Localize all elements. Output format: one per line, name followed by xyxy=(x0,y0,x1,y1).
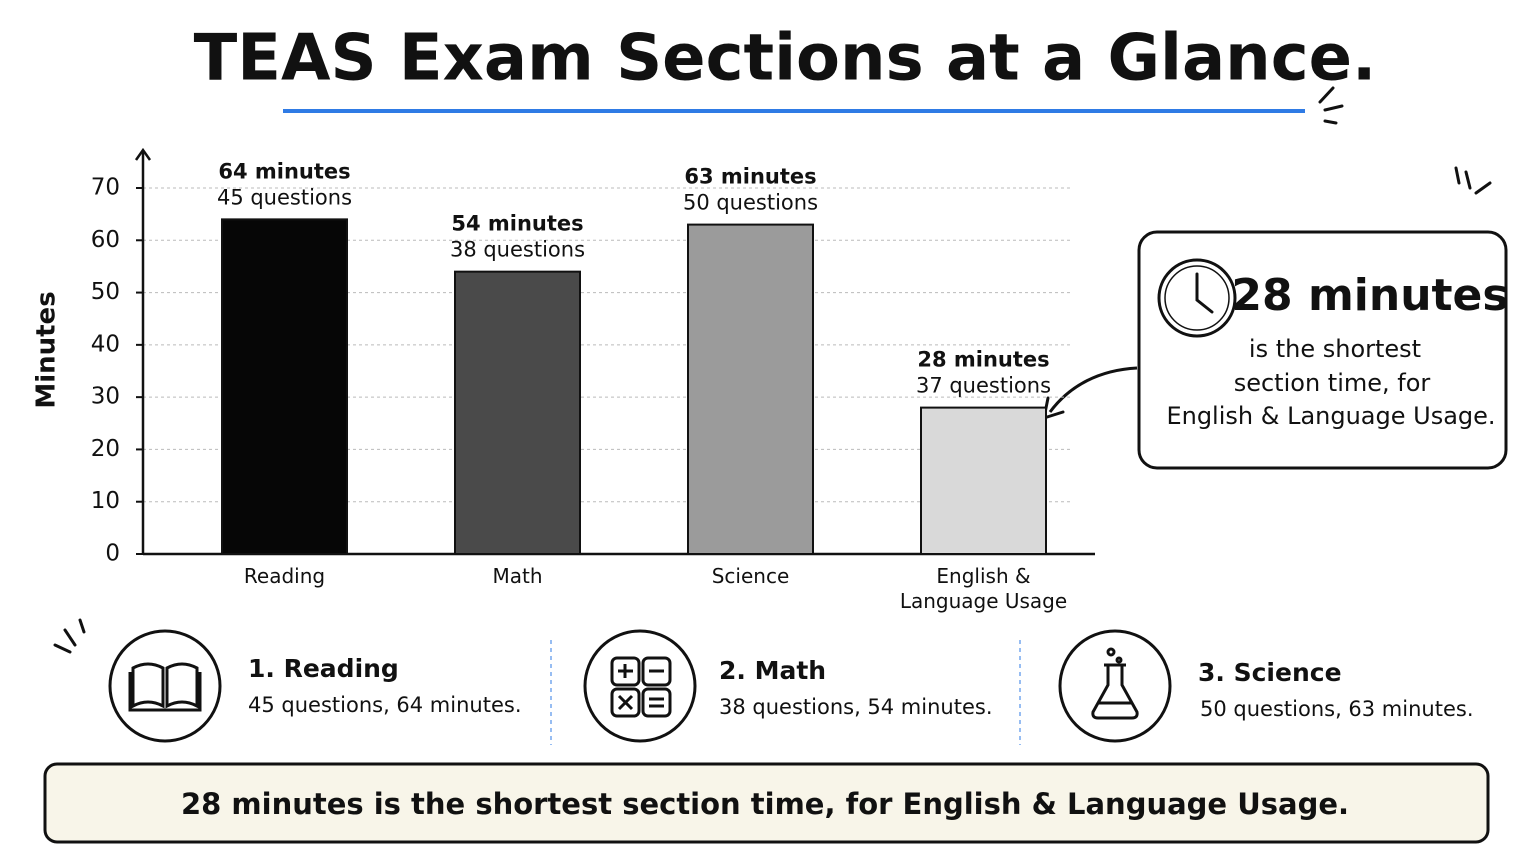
bar xyxy=(687,223,814,555)
x-tick-label: Science xyxy=(711,564,790,588)
y-tick-label: 50 xyxy=(91,279,120,305)
x-tick-label: Math xyxy=(492,564,543,588)
x-tick-label: Reading xyxy=(243,564,326,588)
questions-label: 38 questions xyxy=(450,238,585,262)
callout-text: English & Language Usage. xyxy=(1166,402,1495,430)
footer-banner xyxy=(43,762,1490,844)
y-tick-label: 40 xyxy=(91,331,120,357)
card-title: 2. Math xyxy=(719,656,826,685)
bar xyxy=(920,406,1047,555)
y-tick-label: 60 xyxy=(91,227,120,253)
y-tick-label: 20 xyxy=(91,436,120,462)
callout-box xyxy=(1137,230,1508,470)
y-tick-label: 10 xyxy=(91,488,120,514)
y-tick-label: 70 xyxy=(91,175,120,201)
bar xyxy=(221,218,348,555)
clock-icon xyxy=(1157,258,1237,338)
callout-arrow xyxy=(1048,366,1138,413)
callout-headline: 28 minutes xyxy=(1231,270,1508,321)
bar xyxy=(454,270,581,555)
card-text: 38 questions, 54 minutes. xyxy=(719,695,993,719)
value-label: 64 minutes xyxy=(218,159,350,183)
questions-label: 45 questions xyxy=(217,185,352,209)
y-tick-label: 30 xyxy=(91,384,120,410)
y-tick-label: 0 xyxy=(105,541,120,567)
value-label: 63 minutes xyxy=(684,165,816,189)
value-label: 54 minutes xyxy=(451,212,583,236)
y-axis-label: Minutes xyxy=(32,291,62,408)
value-label: 28 minutes xyxy=(917,348,1049,372)
footer-text: 28 minutes is the shortest section time,… xyxy=(181,787,1349,821)
card-text: 45 questions, 64 minutes. xyxy=(248,693,522,717)
card-title: 1. Reading xyxy=(248,654,399,683)
card-title: 3. Science xyxy=(1198,658,1342,687)
questions-label: 50 questions xyxy=(683,191,818,215)
card-icons xyxy=(108,629,1172,743)
x-tick-label: English & Language Usage xyxy=(899,564,1068,613)
questions-label: 37 questions xyxy=(916,374,1051,398)
y-axis-arrow xyxy=(134,147,152,161)
title: TEAS Exam Sections at a Glance. xyxy=(194,22,1377,96)
callout-text: section time, for xyxy=(1234,369,1431,397)
card-text: 50 questions, 63 minutes. xyxy=(1200,697,1474,721)
callout-text: is the shortest xyxy=(1249,335,1421,363)
